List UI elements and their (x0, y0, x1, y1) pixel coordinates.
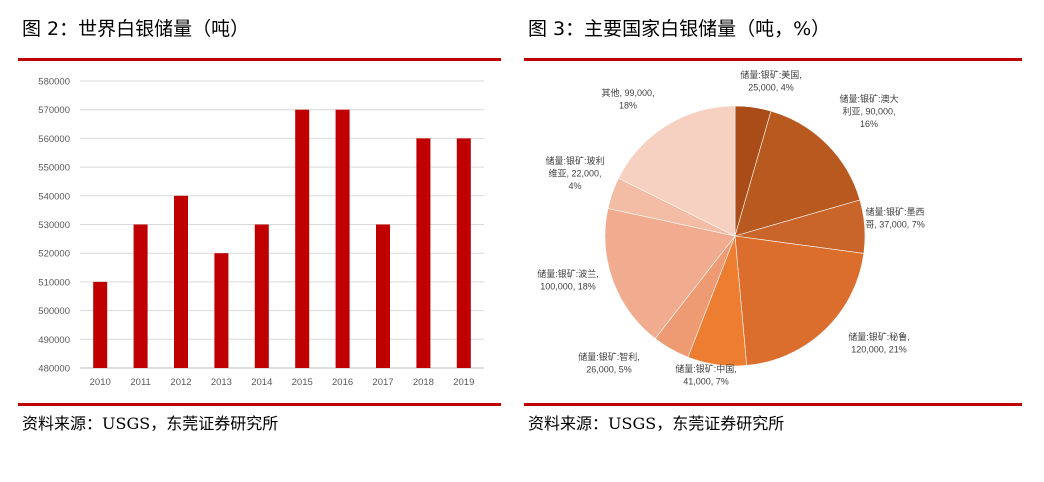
y-tick-label: 480000 (38, 364, 70, 375)
x-tick-label: 2012 (170, 377, 191, 388)
figure-2-bottom-rule (18, 403, 501, 406)
pie-label-poland: 储量:银矿:波兰, 100,000, 18% (537, 268, 599, 292)
bar-2013 (214, 253, 229, 368)
y-tick-label: 570000 (38, 105, 70, 116)
figure-3-title: 图 3：主要国家白银储量（吨，%） (528, 18, 831, 40)
pie-slice-poland (604, 208, 736, 339)
bar-2019 (456, 138, 471, 368)
bar-2017 (376, 224, 390, 368)
pie-label-peru: 储量:银矿:秘鲁, 120,000, 21% (848, 331, 910, 355)
x-tick-label: 2013 (211, 377, 232, 388)
figure-2-top-rule (18, 58, 501, 61)
y-tick-label: 530000 (38, 220, 70, 231)
x-tick-label: 2019 (453, 377, 474, 388)
figure-3-source: 资料来源：USGS，东莞证券研究所 (528, 414, 785, 433)
country-silver-reserves-pie-chart: 储量:银矿:美国, 25,000, 4% 储量:银矿:澳大利亚, 90,000, 16… (537, 69, 925, 387)
pie-slice-australia (734, 110, 861, 237)
bar-2016 (335, 109, 350, 368)
y-tick-label: 490000 (38, 335, 70, 346)
figure-2-title: 图 2：世界白银储量（吨） (22, 18, 250, 40)
pie-slice-peru (734, 235, 865, 366)
x-tick-label: 2014 (251, 377, 272, 388)
figure-2-source: 资料来源：USGS，东莞证券研究所 (22, 414, 279, 433)
pie-label-other: 其他, 99,000, 18% (601, 87, 654, 111)
bar-2018 (416, 138, 431, 368)
x-tick-label: 2017 (372, 377, 393, 388)
y-tick-label: 500000 (38, 306, 70, 317)
x-tick-label: 2010 (90, 377, 111, 388)
y-tick-label: 550000 (38, 163, 70, 174)
pie-slice-other (618, 105, 736, 237)
y-tick-label: 560000 (38, 134, 70, 145)
pie-label-us: 储量:银矿:美国, 25,000, 4% (740, 69, 802, 93)
bar-2010 (93, 281, 108, 368)
y-tick-label: 520000 (38, 249, 70, 260)
figure-3-bottom-rule (524, 403, 1022, 406)
bar-2015 (295, 109, 310, 368)
pie-label-bolivia: 储量:银矿:玻利维亚, 22,000, 4% (545, 155, 604, 191)
y-tick-label: 540000 (38, 191, 70, 202)
pie-label-australia: 储量:银矿:澳大利亚, 90,000, 16% (839, 93, 898, 129)
pie-label-china: 储量:银矿:中国, 41,000, 7% (675, 363, 737, 387)
y-tick-label: 580000 (38, 77, 70, 88)
y-tick-label: 510000 (38, 277, 70, 288)
pie-label-mexico: 储量:银矿:墨西哥, 37,000, 7% (865, 206, 925, 230)
x-tick-label: 2011 (130, 377, 150, 388)
x-tick-label: 2018 (413, 377, 434, 388)
world-silver-reserves-bar-chart: 480000 490000 500000 510000 520000 530000 5400… (38, 77, 484, 388)
x-tick-label: 2015 (292, 377, 313, 388)
figure-3-top-rule (524, 58, 1022, 61)
bar-2012 (174, 195, 188, 368)
bar-2014 (254, 224, 269, 368)
pie-label-chile: 储量:银矿:智利, 26,000, 5% (578, 351, 640, 375)
bar-2011 (133, 224, 148, 368)
x-tick-label: 2016 (332, 377, 353, 388)
